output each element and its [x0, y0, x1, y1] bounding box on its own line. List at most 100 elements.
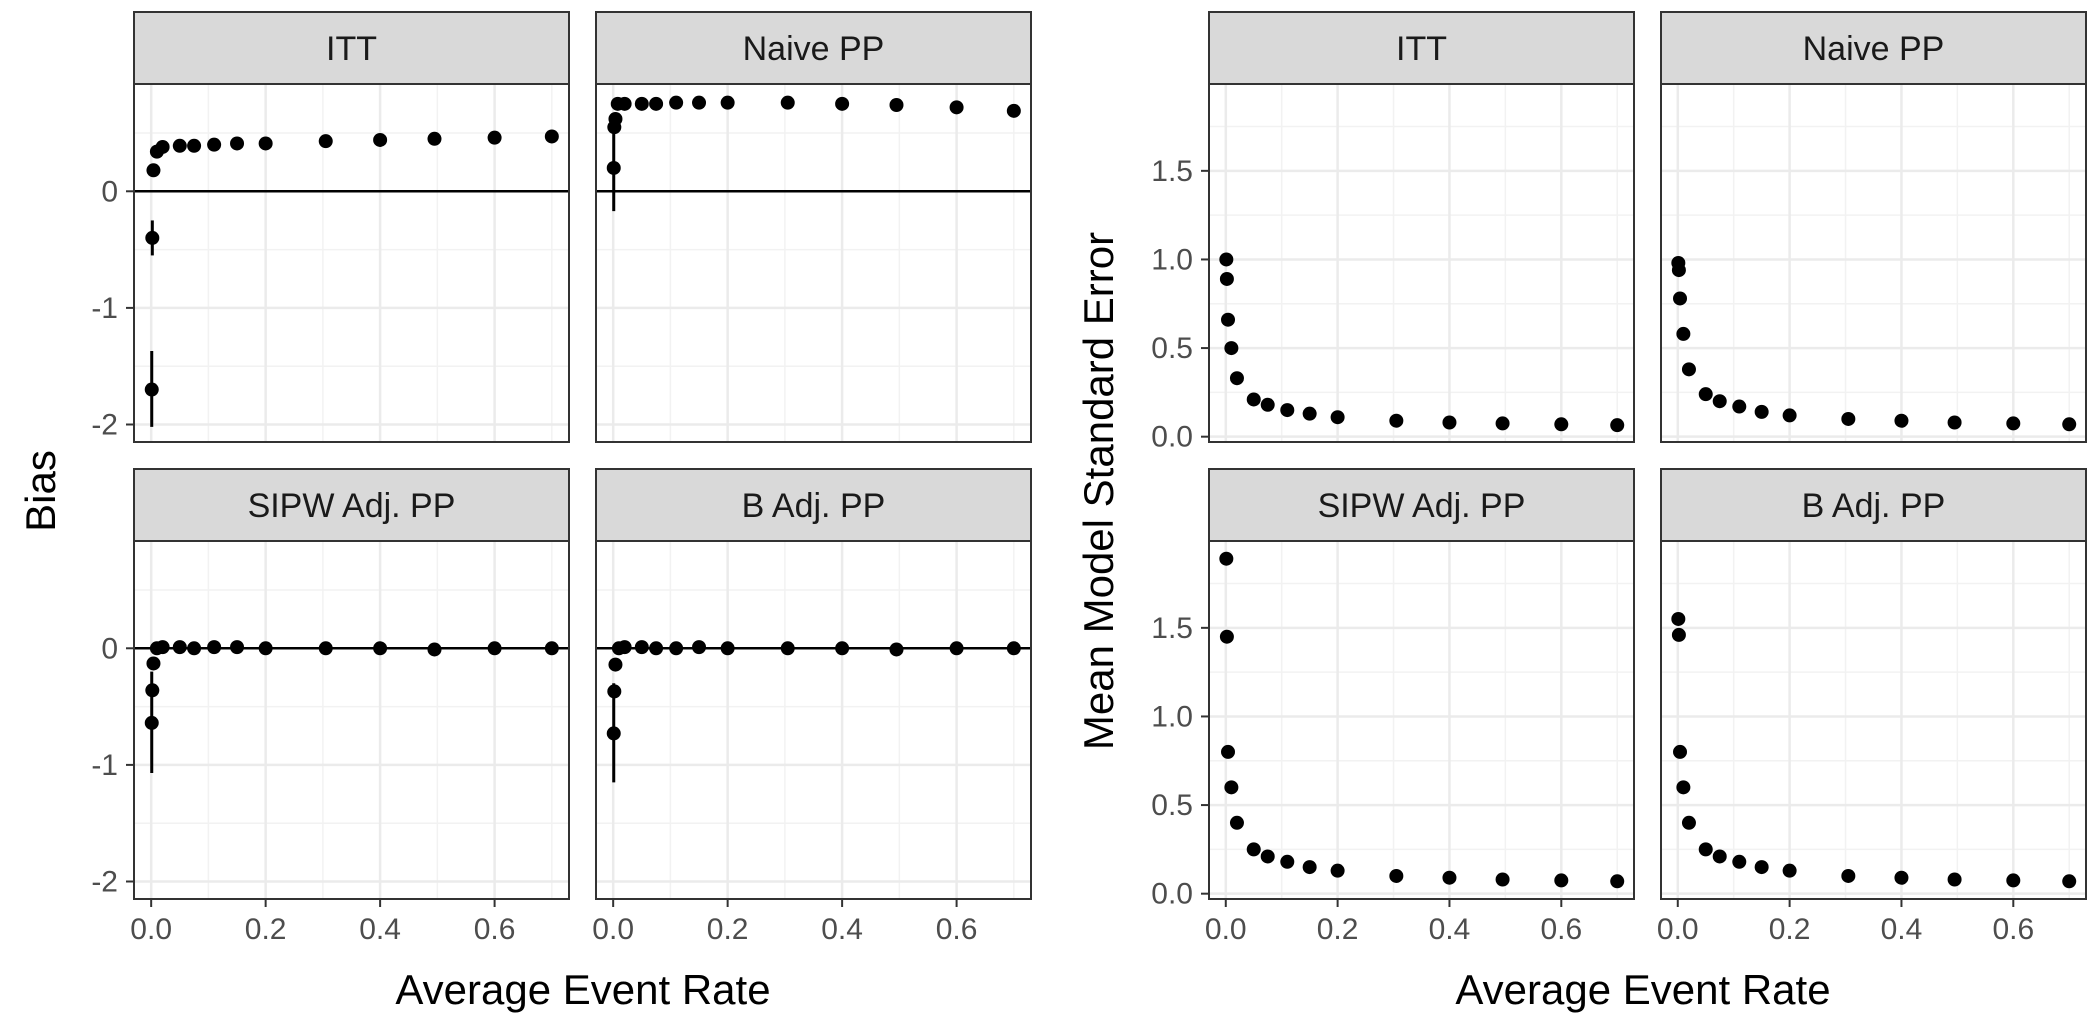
y-tick-label: -1: [91, 292, 118, 325]
data-point: [1894, 413, 1909, 428]
data-point: [1673, 291, 1688, 306]
data-point: [258, 641, 273, 656]
data-point: [1221, 312, 1236, 327]
data-point: [1224, 341, 1239, 356]
data-point: [1681, 815, 1696, 830]
facet-strip-label: ITT: [1396, 30, 1447, 68]
data-point: [2006, 873, 2021, 888]
data-point: [780, 95, 795, 110]
data-point: [1260, 849, 1275, 864]
data-point: [487, 641, 502, 656]
data-point: [1894, 870, 1909, 885]
y-tick-label: -2: [91, 409, 118, 442]
data-point: [1841, 868, 1856, 883]
data-point: [1754, 860, 1769, 875]
data-point: [146, 656, 161, 671]
data-point: [1732, 399, 1747, 414]
panel-background: [1661, 84, 2086, 442]
data-point: [144, 715, 159, 730]
data-point: [1330, 410, 1345, 425]
data-point: [720, 641, 735, 656]
facet-strip: [1660, 468, 2087, 542]
x-tick-label: 0.6: [474, 913, 516, 946]
data-point: [1698, 387, 1713, 402]
y-tick-label: -2: [91, 866, 118, 899]
x-tick-label: 0.2: [245, 913, 287, 946]
x-tick-label: 0.4: [1881, 913, 1923, 946]
bias-b-adj-pp-panel: B Adj. PP 0.0 0.2 0.4 0.6: [592, 468, 1032, 946]
data-point: [889, 642, 904, 657]
data-point: [608, 657, 623, 672]
data-point: [1610, 874, 1625, 889]
x-tick-label: 0.4: [821, 913, 863, 946]
data-point: [2062, 874, 2077, 889]
x-tick-label: 0.6: [936, 913, 978, 946]
data-point: [835, 96, 850, 111]
data-point: [1246, 842, 1261, 857]
data-point: [230, 136, 245, 151]
facet-strip: [1208, 11, 1635, 85]
data-point: [1389, 413, 1404, 428]
data-point: [1671, 627, 1686, 642]
y-tick-label: 1.5: [1151, 155, 1193, 188]
data-point: [1229, 815, 1244, 830]
data-point: [187, 641, 202, 656]
data-point: [606, 160, 621, 175]
x-tick-label: 0.0: [130, 913, 172, 946]
data-point: [1442, 415, 1457, 430]
data-point: [1610, 418, 1625, 433]
data-point: [230, 640, 245, 655]
x-tick-label: 0.4: [1429, 913, 1471, 946]
y-tick-label: 0: [101, 175, 118, 208]
data-point: [427, 131, 442, 146]
facet-strip-label: Naive PP: [1803, 30, 1945, 68]
y-tick-label: 0: [101, 632, 118, 665]
data-point: [373, 132, 388, 147]
y-tick-label: 0.0: [1151, 878, 1193, 911]
data-point: [1673, 744, 1688, 759]
data-point: [780, 641, 795, 656]
panel-background: [1209, 84, 1634, 442]
x-tick-label: 0.0: [1657, 913, 1699, 946]
data-point: [1676, 326, 1691, 341]
panel-background: [1209, 541, 1634, 899]
data-point: [172, 640, 187, 655]
data-point: [1782, 863, 1797, 878]
data-point: [1947, 872, 1962, 887]
data-point: [949, 100, 964, 115]
facet-strip: [595, 468, 1032, 542]
data-point: [1224, 780, 1239, 795]
data-point: [634, 96, 649, 111]
panel-background: [134, 541, 569, 899]
panel-background: [596, 541, 1031, 899]
standard-error-b-adj-pp-panel: B Adj. PP 0.0 0.2 0.4 0.6: [1657, 468, 2087, 946]
facet-strip-label: SIPW Adj. PP: [1318, 487, 1526, 525]
data-point: [634, 640, 649, 655]
data-point: [669, 95, 684, 110]
y-tick-label: 1.0: [1151, 243, 1193, 276]
data-point: [1698, 842, 1713, 857]
data-point: [1389, 868, 1404, 883]
data-point: [692, 640, 707, 655]
x-tick-label: 0.6: [1992, 913, 2034, 946]
data-point: [607, 684, 622, 699]
data-point: [617, 96, 632, 111]
y-tick-label: 0.0: [1151, 421, 1193, 454]
data-point: [1229, 371, 1244, 386]
panel-background: [134, 84, 569, 442]
data-point: [1246, 392, 1261, 407]
x-tick-label: 0.2: [1769, 913, 1811, 946]
data-point: [487, 130, 502, 145]
data-point: [544, 129, 559, 144]
data-point: [1782, 408, 1797, 423]
data-point: [1219, 551, 1234, 566]
data-point: [373, 641, 388, 656]
x-tick-label: 0.0: [592, 913, 634, 946]
bias-y-axis-title: Bias: [17, 450, 64, 532]
data-point: [1221, 744, 1236, 759]
data-point: [1681, 362, 1696, 377]
y-tick-label: 0.5: [1151, 789, 1193, 822]
bias-x-axis-title: Average Event Rate: [395, 966, 770, 1013]
data-point: [1006, 103, 1021, 118]
data-point: [720, 95, 735, 110]
